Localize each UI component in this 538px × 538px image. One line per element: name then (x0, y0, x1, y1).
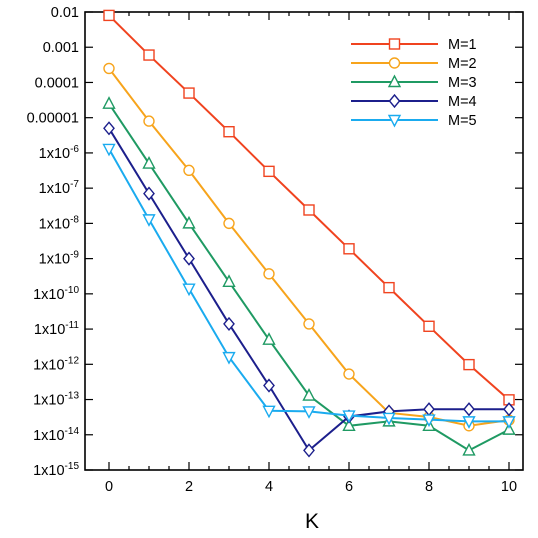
x-tick-label: 0 (105, 479, 113, 495)
data-point (142, 156, 156, 169)
y-tick-label: 1x10-13 (33, 391, 79, 409)
data-point (302, 406, 316, 419)
data-point (143, 49, 155, 61)
data-point (343, 368, 355, 380)
data-point (462, 416, 476, 429)
data-point (503, 402, 515, 417)
data-point (142, 214, 156, 227)
data-point (382, 412, 396, 426)
data-point (103, 62, 115, 75)
data-point (303, 443, 315, 458)
legend-label: M=3 (448, 75, 477, 91)
data-point (502, 416, 516, 429)
y-tick-label: 1x10-14 (33, 426, 79, 444)
y-tick-label: 1x10-7 (39, 179, 80, 197)
data-point (342, 418, 356, 431)
y-tick-label: 0.001 (43, 40, 79, 56)
legend-label: M=1 (448, 37, 477, 53)
x-tick-label: 6 (345, 479, 353, 495)
legend: M=1 M=2 M=3 M=4 M=5 (351, 37, 477, 129)
legend-marker (387, 114, 402, 128)
x-tick-label: 2 (185, 479, 193, 495)
data-point (143, 115, 155, 127)
data-point (102, 96, 116, 109)
series-m-5 (102, 143, 516, 429)
y-tick-label: 1x10-11 (34, 320, 80, 338)
legend-marker (388, 57, 401, 69)
legend-label: M=5 (448, 113, 477, 129)
y-tick-label: 1x10-8 (39, 214, 80, 232)
data-point (223, 126, 235, 138)
legend-label: M=2 (448, 56, 477, 72)
data-point (263, 378, 275, 393)
data-point (102, 143, 116, 157)
data-point (222, 351, 236, 365)
legend-entry: M=2 (351, 56, 477, 72)
x-tick-label: 8 (425, 479, 433, 495)
legend-marker (387, 74, 402, 88)
data-point (262, 332, 276, 345)
data-point (182, 283, 196, 297)
legend-entry: M=4 (351, 93, 477, 110)
data-point (462, 442, 476, 456)
data-point (423, 320, 435, 332)
data-point (143, 186, 155, 201)
legend-label: M=4 (448, 94, 477, 110)
data-point (183, 251, 195, 266)
y-tick-label: 1x10-10 (33, 285, 79, 303)
y-tick-label: 1x10-6 (39, 144, 80, 162)
data-point (222, 274, 236, 287)
data-point (302, 388, 316, 401)
legend-entry: M=5 (351, 113, 477, 129)
legend-entry: M=1 (351, 37, 477, 53)
axes: 0 2 4 6 8 10 0.01 0.001 0.0001 0.00001 1x10-6 1x10-… (27, 5, 524, 495)
data-point (303, 204, 315, 216)
data-point (223, 316, 235, 332)
series-m-3 (102, 96, 516, 456)
data-point (183, 164, 195, 177)
y-tick-label: 0.01 (51, 5, 79, 21)
data-point (343, 243, 355, 255)
data-point (422, 414, 436, 428)
data-point (263, 165, 275, 178)
legend-marker (388, 93, 401, 109)
y-tick-label: 0.0001 (35, 75, 79, 91)
y-tick-label: 1x10-9 (39, 250, 80, 268)
data-point (103, 121, 115, 136)
data-point (183, 87, 195, 99)
data-point (383, 281, 395, 294)
data-point (182, 215, 196, 229)
series-group (102, 9, 516, 458)
x-axis-title: K (305, 510, 319, 533)
legend-marker (388, 38, 401, 50)
data-point (103, 9, 115, 22)
data-point (463, 358, 475, 371)
series-m-1 (103, 9, 515, 406)
data-point (342, 410, 356, 424)
plot-frame (84, 11, 524, 471)
y-tick-label: 0.00001 (27, 111, 79, 127)
x-tick-label: 4 (265, 479, 273, 495)
data-point (223, 217, 235, 230)
data-point (463, 402, 475, 417)
data-point (303, 318, 315, 330)
y-tick-label: 1x10-15 (33, 461, 79, 479)
x-tick-label: 10 (501, 479, 517, 495)
data-point (263, 268, 275, 280)
legend-entry: M=3 (351, 74, 477, 91)
y-tick-label: 1x10-12 (33, 355, 79, 373)
data-point (262, 405, 276, 419)
series-m-4 (103, 121, 515, 458)
